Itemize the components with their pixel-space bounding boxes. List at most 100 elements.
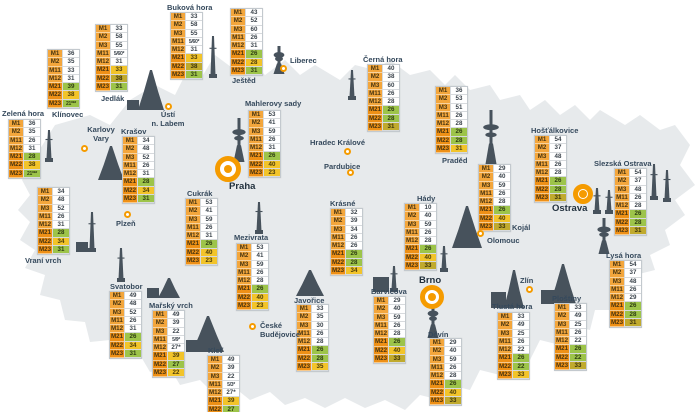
mux-label: M1 [430, 339, 444, 348]
mux-row: M1 34 [38, 188, 69, 197]
mux-row: M3 60 [231, 25, 262, 34]
tower-glyph [373, 277, 389, 292]
mux-row: M1 34 [123, 137, 154, 146]
tower-glyph [192, 316, 224, 352]
mux-label: M22 [436, 136, 450, 146]
mux-label: M11 [231, 33, 245, 43]
mux-label: M23 [48, 99, 62, 109]
mux-label: M3 [153, 327, 167, 336]
mux-row: M23 31 [96, 83, 127, 92]
channel-value: 22 [222, 372, 239, 381]
mux-label: M11 [374, 321, 388, 331]
tower-icon-mast [390, 266, 398, 292]
mux-label: M1 [610, 261, 624, 270]
channel-value: 31 [52, 221, 69, 230]
mux-label: M12 [405, 237, 419, 246]
tower-icon-bldg [373, 277, 389, 292]
channel-value: 28 [382, 114, 399, 124]
mux-label: M21 [231, 50, 245, 59]
channel-value: 60 [382, 81, 399, 90]
channel-value: 28 [549, 185, 566, 195]
mux-row: M3 52 [123, 153, 154, 162]
mux-label: M2 [436, 95, 450, 104]
transmitter-table-cerna-hora: M1 40 M2 38 M3 60 M11 26 M12 28 M21 26 M22 28 M23 31 [367, 64, 400, 133]
mux-row: M22 38 [9, 161, 40, 170]
city-marker-hradec-kralove [343, 147, 351, 155]
channel-value: 59 [251, 260, 268, 269]
channel-value: 48 [52, 196, 69, 205]
mux-row: M1 36 [48, 50, 79, 59]
channel-value: 40 [388, 305, 405, 314]
channel-value: 31 [624, 319, 641, 328]
channel-value: 5/60* [185, 37, 202, 47]
city-label-pardubice: Pardubice [324, 162, 361, 171]
transmitter-table-barvicova: M1 29 M2 40 M3 59 M11 26 M12 28 M21 26 M22 40 M23 33 [373, 296, 406, 365]
tower-icon-bldg [541, 290, 555, 304]
channel-value: 34 [137, 137, 154, 146]
mux-label: M2 [615, 177, 629, 186]
mux-row: M12 31 [123, 170, 154, 179]
mux-row: M2 53 [436, 95, 467, 104]
tower-icon-bldg [491, 292, 506, 308]
tower-icon-mast [604, 190, 614, 214]
channel-value: 33 [444, 397, 461, 406]
mux-row: M21 26 [110, 333, 141, 342]
channel-value: 48 [124, 300, 141, 309]
tower-glyph [117, 248, 125, 282]
mux-label: M1 [231, 9, 245, 18]
mux-row: M11 26 [555, 328, 586, 338]
channel-value: 26 [549, 177, 566, 186]
tower-glyph [504, 270, 524, 308]
tower-icon-bldg [76, 242, 88, 252]
transmitter-table-cukrak: M1 53 M2 41 M3 59 M11 26 M12 31 M21 26 M22 40 M23 23 [185, 198, 218, 267]
mux-row: M1 49 [110, 292, 141, 301]
mux-label: M2 [171, 21, 185, 30]
mux-label: M2 [110, 300, 124, 309]
mux-row: M11 26 [249, 135, 280, 145]
mux-row: M2 49 [555, 312, 586, 321]
channel-value: 28 [137, 178, 154, 187]
mux-label: M12 [436, 120, 450, 129]
mux-row: M22 38 [96, 74, 127, 84]
mux-label: M11 [237, 268, 251, 278]
mux-row: M12 28 [368, 98, 399, 107]
mux-row: M23 31 [231, 67, 262, 76]
site-label-zelena-hora: Zelená hora [2, 109, 45, 118]
mux-label: M3 [38, 204, 52, 213]
transmitter-table-devin: M1 29 M2 40 M3 59 M11 26 M12 28 M21 26 M22 40 M23 33 [429, 338, 462, 407]
channel-value: 40 [444, 347, 461, 356]
mux-row: M1 33 [297, 305, 328, 314]
mux-label: M3 [430, 355, 444, 364]
city-marker-praha [215, 156, 241, 182]
mux-label: M23 [405, 262, 419, 271]
city-label-line: České [260, 321, 283, 330]
mux-label: M1 [555, 304, 569, 313]
mux-label: M12 [110, 325, 124, 334]
mux-label: M2 [123, 145, 137, 154]
mux-row: M3 55 [96, 41, 127, 50]
channel-value: 28 [629, 202, 646, 211]
mux-label: M21 [430, 380, 444, 389]
channel-value: 51 [450, 103, 467, 112]
channel-value: 31 [52, 246, 69, 255]
city-marker-zlin [525, 285, 533, 293]
site-label-kojal: Kojál [512, 223, 531, 232]
mux-row: M3 48 [535, 152, 566, 161]
city-marker-karlovy-vary [80, 144, 88, 152]
channel-value: 58 [185, 21, 202, 30]
mux-row: M21 26 [615, 210, 646, 219]
mux-row: M22 22 [498, 362, 529, 372]
mux-row: M21 26 [331, 250, 362, 259]
mux-row: M21 26 [405, 245, 436, 254]
channel-value: 28 [629, 218, 646, 228]
mux-row: M11 26 [615, 193, 646, 203]
tower-icon-mast [347, 70, 357, 100]
mux-row: M2 38 [368, 73, 399, 82]
mux-row: M12 22 [555, 337, 586, 346]
mux-row: M21 28 [9, 153, 40, 162]
channel-value: 29 [444, 339, 461, 348]
mux-row: M11 5/3* [208, 380, 239, 390]
mux-row: M12 29 [610, 294, 641, 303]
mux-label: M1 [297, 305, 311, 314]
mux-label: M11 [615, 193, 629, 203]
